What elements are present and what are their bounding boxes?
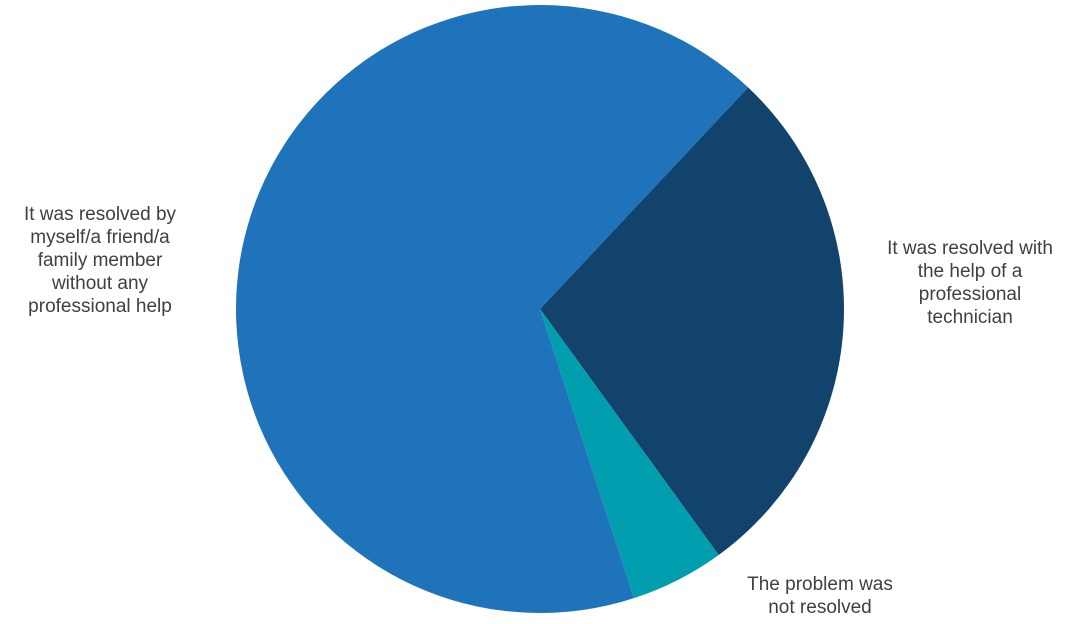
slice-label-line: without any — [51, 273, 149, 294]
pie-slice-3 — [235, 4, 749, 613]
slice-label-line: It was resolved by — [24, 204, 177, 225]
slice-label-line: professional — [919, 284, 1021, 305]
slice-label-line: myself/a friend/a — [30, 227, 170, 248]
slice-label-3: It was resolved by myself/a friend/a famil… — [24, 204, 177, 317]
slice-labels: It was resolved with the help of a profess… — [24, 204, 1053, 618]
slice-label-1: It was resolved with the help of a profess… — [887, 238, 1053, 328]
pie-slices — [235, 4, 845, 613]
slice-label-line: professional help — [28, 296, 172, 317]
slice-label-line: technician — [927, 307, 1013, 328]
slice-label-line: It was resolved with — [887, 238, 1053, 259]
slice-label-line: The problem was — [747, 574, 893, 595]
slice-label-2: The problem was not resolved — [747, 574, 893, 618]
slice-label-line: not resolved — [768, 597, 872, 618]
pie-slice-1 — [540, 87, 845, 555]
slice-label-line: the help of a — [918, 261, 1023, 282]
slice-label-line: family member — [38, 250, 163, 271]
pie-slice-2 — [540, 309, 719, 599]
